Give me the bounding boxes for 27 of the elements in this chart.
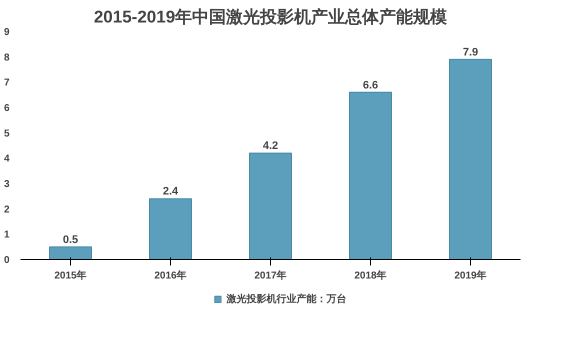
data-label: 2.4 <box>162 186 180 198</box>
bar <box>349 92 392 260</box>
y-tick-label: 4 <box>4 154 10 165</box>
y-tick-label: 1 <box>4 230 10 241</box>
x-tick-label: 2016年 <box>154 270 187 282</box>
data-label: 7.9 <box>462 46 478 58</box>
bar <box>249 152 292 260</box>
x-tick-label: 2018年 <box>354 270 387 282</box>
y-tick-label: 9 <box>4 27 10 38</box>
y-tick-label: 0 <box>4 255 10 266</box>
x-tick-label: 2017年 <box>254 270 287 282</box>
chart-title: 2015-2019年中国激光投影机产业总体产能规模 <box>94 8 448 26</box>
y-tick-label: 5 <box>4 128 10 140</box>
bar <box>49 246 92 260</box>
y-tick-label: 3 <box>4 179 10 190</box>
y-tick-label: 7 <box>4 78 10 89</box>
legend-label: 激光投影机行业产能：万台 <box>226 292 346 306</box>
y-tick-label: 6 <box>4 103 10 114</box>
data-label: 4.2 <box>262 140 278 152</box>
data-label: 6.6 <box>362 79 378 92</box>
bar <box>449 58 492 260</box>
x-tick-label: 2019年 <box>454 270 487 282</box>
y-tick-label: 8 <box>4 52 10 64</box>
x-tick-label: 2015年 <box>54 270 87 282</box>
y-tick-label: 2 <box>4 204 10 216</box>
bar <box>149 198 192 260</box>
data-label: 0.5 <box>62 234 78 246</box>
